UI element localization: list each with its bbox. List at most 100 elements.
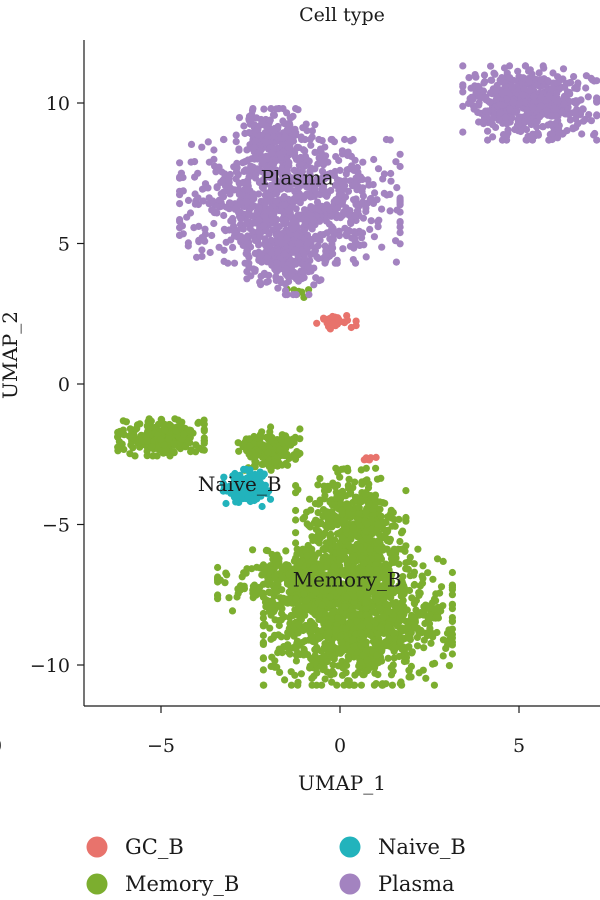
scatter-point xyxy=(267,236,275,244)
scatter-point xyxy=(372,596,380,604)
scatter-point xyxy=(396,218,404,226)
scatter-point xyxy=(530,92,538,101)
scatter-point xyxy=(375,216,383,224)
scatter-point xyxy=(275,621,283,630)
scatter-point xyxy=(396,229,404,237)
scatter-point xyxy=(395,515,403,524)
scatter-point xyxy=(258,428,266,436)
scatter-point xyxy=(351,478,359,486)
scatter-point xyxy=(209,197,217,205)
scatter-point xyxy=(319,182,327,191)
scatter-point xyxy=(366,581,374,589)
scatter-point xyxy=(395,652,403,661)
scatter-point xyxy=(474,82,482,90)
scatter-point xyxy=(239,489,247,497)
scatter-point xyxy=(302,182,311,190)
scatter-point xyxy=(242,480,250,488)
scatter-point xyxy=(187,448,195,456)
x-tick-label: −5 xyxy=(147,735,175,757)
scatter-point xyxy=(301,603,309,611)
scatter-point xyxy=(176,224,184,232)
scatter-point xyxy=(270,111,278,119)
scatter-point xyxy=(361,490,369,498)
scatter-point xyxy=(266,589,274,597)
scatter-point xyxy=(424,569,432,577)
scatter-point xyxy=(370,608,378,616)
scatter-point xyxy=(315,135,323,144)
scatter-point xyxy=(296,425,304,433)
scatter-point xyxy=(357,629,365,637)
scatter-point xyxy=(313,669,321,677)
scatter-point xyxy=(292,129,300,137)
scatter-point xyxy=(230,227,238,235)
scatter-point xyxy=(349,636,357,644)
scatter-point xyxy=(284,461,292,469)
scatter-point xyxy=(293,143,301,151)
scatter-point xyxy=(312,235,320,243)
scatter-point xyxy=(260,222,268,230)
scatter-point xyxy=(355,503,363,511)
scatter-point xyxy=(191,200,199,208)
scatter-point xyxy=(392,158,400,166)
scatter-point xyxy=(316,475,324,483)
scatter-point xyxy=(303,582,311,590)
scatter-point xyxy=(303,216,311,225)
scatter-point xyxy=(333,176,342,184)
scatter-point xyxy=(233,159,241,167)
scatter-point xyxy=(180,430,188,438)
scatter-point xyxy=(359,158,367,166)
scatter-point xyxy=(259,654,267,662)
scatter-point xyxy=(299,515,307,523)
scatter-point xyxy=(161,426,169,434)
scatter-point xyxy=(286,614,294,622)
scatter-point xyxy=(126,450,134,458)
scatter-point xyxy=(285,158,293,167)
scatter-point xyxy=(537,93,545,101)
scatter-point xyxy=(245,450,253,459)
scatter-point xyxy=(337,492,345,501)
scatter-point xyxy=(448,591,456,599)
scatter-point xyxy=(439,636,447,644)
scatter-point xyxy=(262,579,270,588)
scatter-point xyxy=(320,652,328,661)
scatter-point xyxy=(316,231,325,239)
scatter-point xyxy=(232,131,240,139)
scatter-point xyxy=(356,543,364,551)
scatter-point xyxy=(402,487,410,495)
scatter-point xyxy=(358,480,366,488)
scatter-point xyxy=(348,567,356,575)
scatter-point xyxy=(411,624,419,632)
scatter-point xyxy=(310,577,319,585)
scatter-point xyxy=(341,135,349,144)
scatter-point xyxy=(350,642,358,651)
scatter-point xyxy=(308,180,316,188)
scatter-point xyxy=(554,97,562,105)
scatter-point xyxy=(498,101,506,109)
scatter-point xyxy=(366,534,374,543)
scatter-point xyxy=(256,147,264,155)
scatter-point xyxy=(311,121,319,129)
scatter-point xyxy=(271,657,279,665)
scatter-point xyxy=(308,127,316,135)
scatter-point xyxy=(587,74,595,82)
scatter-point xyxy=(269,600,277,609)
scatter-point xyxy=(291,671,299,679)
scatter-point xyxy=(263,490,271,498)
scatter-point xyxy=(337,632,345,640)
scatter-point xyxy=(243,268,251,276)
scatter-point xyxy=(385,608,393,616)
scatter-point xyxy=(329,320,337,328)
cluster-label-memory-b: Memory_B xyxy=(293,567,402,591)
scatter-point xyxy=(392,605,400,613)
scatter-point xyxy=(359,184,367,192)
scatter-point xyxy=(405,643,413,651)
scatter-point xyxy=(359,214,367,222)
scatter-point xyxy=(421,619,429,628)
scatter-point xyxy=(280,201,289,209)
scatter-point xyxy=(350,598,358,606)
scatter-point xyxy=(249,190,257,198)
scatter-point xyxy=(233,593,241,601)
scatter-point xyxy=(398,580,406,588)
scatter-point xyxy=(553,89,561,98)
scatter-point xyxy=(481,78,489,86)
